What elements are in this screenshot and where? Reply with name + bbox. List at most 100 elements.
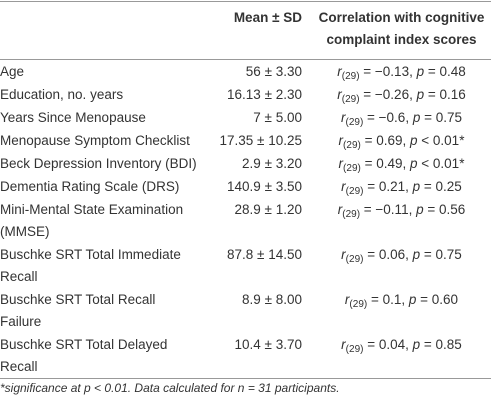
p-symbol: p [416,202,424,217]
mean-sd: 28.9 ± 1.20 [234,202,302,217]
p-value: < 0.01* [417,133,465,148]
row-label: Buschke SRT Total Delayed Recall [0,333,210,379]
label-line: Dementia Rating Scale (DRS) [0,179,180,194]
table-row: Years Since Menopause 7 ± 5.00 r(29) = −0.… [0,106,491,129]
label-line: Beck Depression Inventory (BDI) [0,156,197,171]
p-value: = 0.75 [420,247,462,262]
table-row: Dementia Rating Scale (DRS) 140.9 ± 3.50 r… [0,175,491,198]
degrees-of-freedom: (29) [341,71,360,82]
header-label [0,2,210,60]
row-label: Age [0,60,210,84]
label-line: Failure [0,314,42,329]
correlation-value: = −0.11, [360,202,417,217]
label-line: (MMSE) [0,224,50,239]
row-label: Education, no. years [0,83,210,106]
label-line: Education, no. years [0,87,124,102]
correlation-value: = 0.21, [363,179,413,194]
stat-symbol: r [341,337,346,352]
correlation: r(29) = 0.69, p < 0.01* [302,129,491,152]
stat-symbol: r [338,156,344,171]
correlation: r(29) = −0.6, p = 0.75 [302,106,491,129]
p-symbol: p [410,133,418,148]
correlation-value: = 0.06, [363,247,413,262]
table-row: Buschke SRT Total Delayed Recall 10.4 ± 3.… [0,333,491,379]
header-row: Mean ± SD Correlation with cognitive com… [0,1,491,60]
p-symbol: p [408,292,417,307]
label-line: Mini-Mental State Examination [0,202,184,217]
label-line: Recall [0,269,38,284]
correlation: r(29) = 0.21, p = 0.25 [302,175,491,198]
table-row: Buschke SRT Total Recall Failure 8.9 ± 8.0… [0,288,491,333]
table-row: Beck Depression Inventory (BDI) 2.9 ± 3.2… [0,152,491,175]
row-label: Years Since Menopause [0,106,210,129]
stat-symbol: r [338,133,344,148]
correlation-value: = 0.1, [367,292,409,307]
correlation: r(29) = −0.11, p = 0.56 [302,198,491,243]
p-value: < 0.01* [417,156,465,171]
label-line: Buschke SRT Total Recall [0,292,156,307]
p-value: = 0.25 [420,179,462,194]
p-symbol: p [412,337,421,352]
mean-sd: 140.9 ± 3.50 [227,179,302,194]
header-correlation: Correlation with cognitive complaint ind… [302,2,491,60]
stat-symbol: r [337,202,343,217]
degrees-of-freedom: (29) [345,117,364,128]
p-value: = 0.56 [423,202,466,217]
header-mean: Mean ± SD [233,10,302,25]
stat-symbol: r [341,179,346,194]
p-value: = 0.48 [424,64,466,79]
row-label: Mini-Mental State Examination (MMSE) [0,198,210,243]
correlation-value: = 0.04, [363,337,413,352]
p-symbol: p [412,179,421,194]
table-container: Mean ± SD Correlation with cognitive com… [0,1,491,395]
correlation: r(29) = −0.13, p = 0.48 [302,60,491,84]
label-line: Years Since Menopause [0,110,146,125]
degrees-of-freedom: (29) [343,140,361,151]
p-value: = 0.60 [416,292,459,307]
table-body: Age 56 ± 3.30 r(29) = −0.13, p = 0.48 Educa… [0,60,491,379]
mean-sd: 10.4 ± 3.70 [234,337,302,352]
row-label: Buschke SRT Total Immediate Recall [0,243,210,288]
correlation-value: = −0.13, [359,64,417,79]
p-symbol: p [416,64,425,79]
correlation-value: = 0.69, [360,133,411,148]
table-row: Age 56 ± 3.30 r(29) = −0.13, p = 0.48 [0,60,491,84]
table-row: Mini-Mental State Examination (MMSE) 28.9 … [0,198,491,243]
row-label: Buschke SRT Total Recall Failure [0,288,210,333]
p-symbol: p [416,87,425,102]
stat-symbol: r [344,292,350,307]
degrees-of-freedom: (29) [345,344,364,355]
table-head: Mean ± SD Correlation with cognitive com… [0,1,491,60]
mean-sd: 56 ± 3.30 [245,64,302,79]
row-label: Menopause Symptom Checklist [0,129,210,152]
p-symbol: p [412,110,421,125]
data-table: Mean ± SD Correlation with cognitive com… [0,1,491,379]
label-line: Buschke SRT Total Immediate [0,247,181,262]
label-line: Age [0,64,25,79]
table-row: Education, no. years 16.13 ± 2.30 r(29) = … [0,83,491,106]
footnote: *significance at p < 0.01. Data calculat… [0,381,340,395]
correlation: r(29) = −0.26, p = 0.16 [302,83,491,106]
degrees-of-freedom: (29) [349,299,368,310]
stat-symbol: r [337,64,342,79]
degrees-of-freedom: (29) [341,94,360,105]
p-value: = 0.16 [424,87,466,102]
correlation-value: = −0.26, [359,87,417,102]
correlation: r(29) = 0.49, p < 0.01* [302,152,491,175]
row-label: Dementia Rating Scale (DRS) [0,175,210,198]
p-value: = 0.85 [420,337,462,352]
p-symbol: p [410,156,418,171]
table-row: Buschke SRT Total Immediate Recall 87.8 ± … [0,243,491,288]
degrees-of-freedom: (29) [343,163,361,174]
label-line: Buschke SRT Total Delayed [0,337,168,352]
correlation: r(29) = 0.1, p = 0.60 [302,288,491,333]
header-line: complaint index scores [326,32,477,47]
mean-sd: 16.13 ± 2.30 [227,87,302,102]
p-value: = 0.75 [420,110,463,125]
row-label: Beck Depression Inventory (BDI) [0,152,210,175]
label-line: Recall [0,359,38,374]
p-symbol: p [412,247,421,262]
mean-sd: 17.35 ± 10.25 [219,133,302,148]
degrees-of-freedom: (29) [342,209,361,220]
